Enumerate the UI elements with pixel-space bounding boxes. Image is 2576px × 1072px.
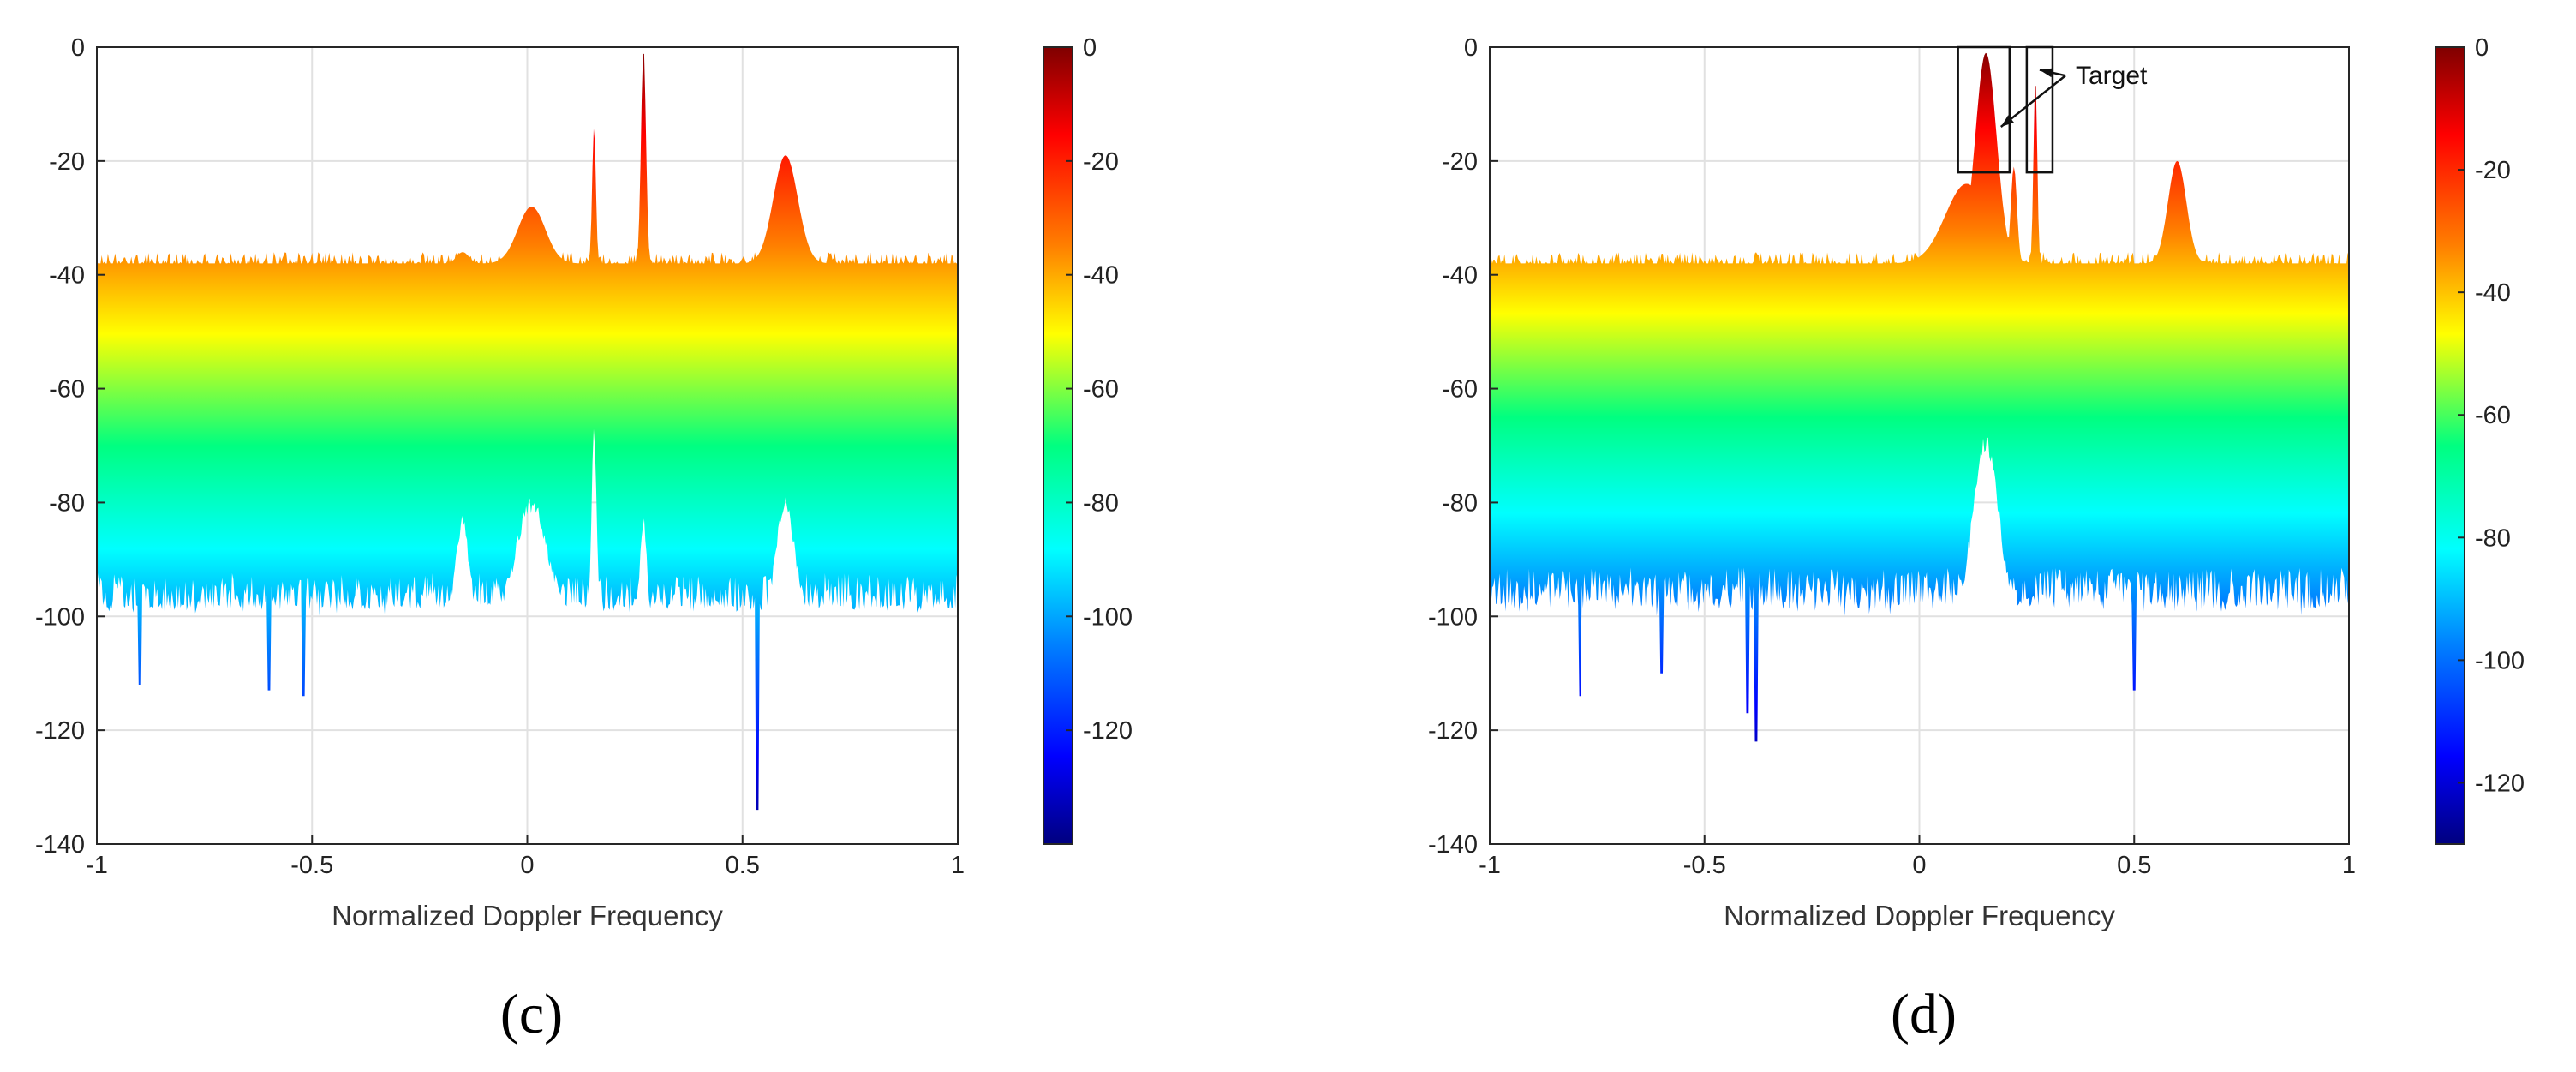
axis-ticks: -1 -0.5 0 0.5 1 0 -20 -40 -60 -80 -100 -120 -140 [1428, 34, 2356, 879]
y-tick-label: -140 [35, 831, 85, 859]
y-tick-label: -60 [49, 376, 85, 404]
y-tick-label: 0 [1464, 34, 1478, 62]
x-tick-label: -1 [1479, 852, 1501, 879]
y-tick-label: 0 [71, 34, 85, 62]
target-box [2025, 45, 2054, 174]
colorbar: 0 -20 -40 -60 -80 -100 -120 [1043, 34, 1133, 845]
target-label: Target [2076, 62, 2148, 90]
x-tick-label: 0.5 [2117, 852, 2151, 879]
x-tick-label: 0 [1912, 852, 1926, 879]
target-arrowhead [2039, 68, 2053, 78]
x-tick-label: 0 [520, 852, 534, 879]
x-tick-label: -0.5 [1683, 852, 1726, 879]
colorbar-tick-label: -60 [2475, 402, 2511, 429]
colorbar-tick-label: 0 [2475, 34, 2489, 62]
y-tick-label: -120 [1428, 717, 1478, 745]
colorbar-tick-label: -80 [2475, 524, 2511, 552]
x-axis-label: Normalized Doppler Frequency [1724, 900, 2115, 931]
colorbar-tick-label: -20 [1083, 148, 1119, 176]
x-tick-label: 1 [2342, 852, 2356, 879]
x-axis-label: Normalized Doppler Frequency [332, 900, 723, 931]
colorbar-gradient [1043, 46, 1073, 845]
target-arrowhead [2000, 115, 2014, 127]
y-tick-label: -20 [49, 148, 85, 176]
colorbar: 0 -20 -40 -60 -80 -100 -120 [2435, 34, 2525, 845]
y-tick-label: -20 [1442, 148, 1478, 176]
x-tick-label: -1 [86, 852, 108, 879]
x-tick-label: 0.5 [726, 852, 760, 879]
x-tick-label: -0.5 [290, 852, 333, 879]
x-tick-label: 1 [951, 852, 965, 879]
colorbar-tick-label: -40 [2475, 279, 2511, 307]
axis-ticks: -1 -0.5 0 0.5 1 0 -20 -40 -60 -80 -100 -120 -140 [35, 34, 965, 879]
colorbar-tick-label: -20 [2475, 157, 2511, 184]
target-annotation: Target [1957, 45, 2148, 174]
y-tick-label: -120 [35, 717, 85, 745]
colorbar-tick-label: 0 [1083, 34, 1097, 62]
target-box [1957, 45, 2011, 174]
target-arrow [2000, 75, 2066, 128]
colorbar-gradient [2435, 46, 2465, 845]
y-tick-label: -80 [49, 489, 85, 517]
colorbar-tick-label: -100 [1083, 603, 1133, 631]
colorbar-tick-label: -120 [2475, 770, 2525, 797]
y-tick-label: -60 [1442, 376, 1478, 404]
colorbar-tick-label: -80 [1083, 489, 1119, 517]
y-tick-label: -40 [1442, 262, 1478, 290]
chart-panel-c: -1 -0.5 0 0.5 1 0 -20 -40 -60 -80 -100 -120 -140 Nor… [35, 34, 1133, 1045]
panel-label: (d) [1891, 983, 1957, 1045]
panel-label: (c) [500, 983, 563, 1045]
colorbar-tick-label: -60 [1083, 376, 1119, 404]
y-tick-label: -100 [1428, 603, 1478, 631]
y-tick-label: -40 [49, 262, 85, 290]
y-tick-label: -140 [1428, 831, 1478, 859]
colorbar-tick-label: -40 [1083, 262, 1119, 290]
chart-panel-d: -1 -0.5 0 0.5 1 0 -20 -40 -60 -80 -100 -120 -140 Tar… [1428, 34, 2525, 1045]
y-tick-label: -80 [1442, 489, 1478, 517]
y-tick-label: -100 [35, 603, 85, 631]
colorbar-tick-label: -120 [1083, 717, 1133, 745]
colorbar-tick-label: -100 [2475, 647, 2525, 674]
